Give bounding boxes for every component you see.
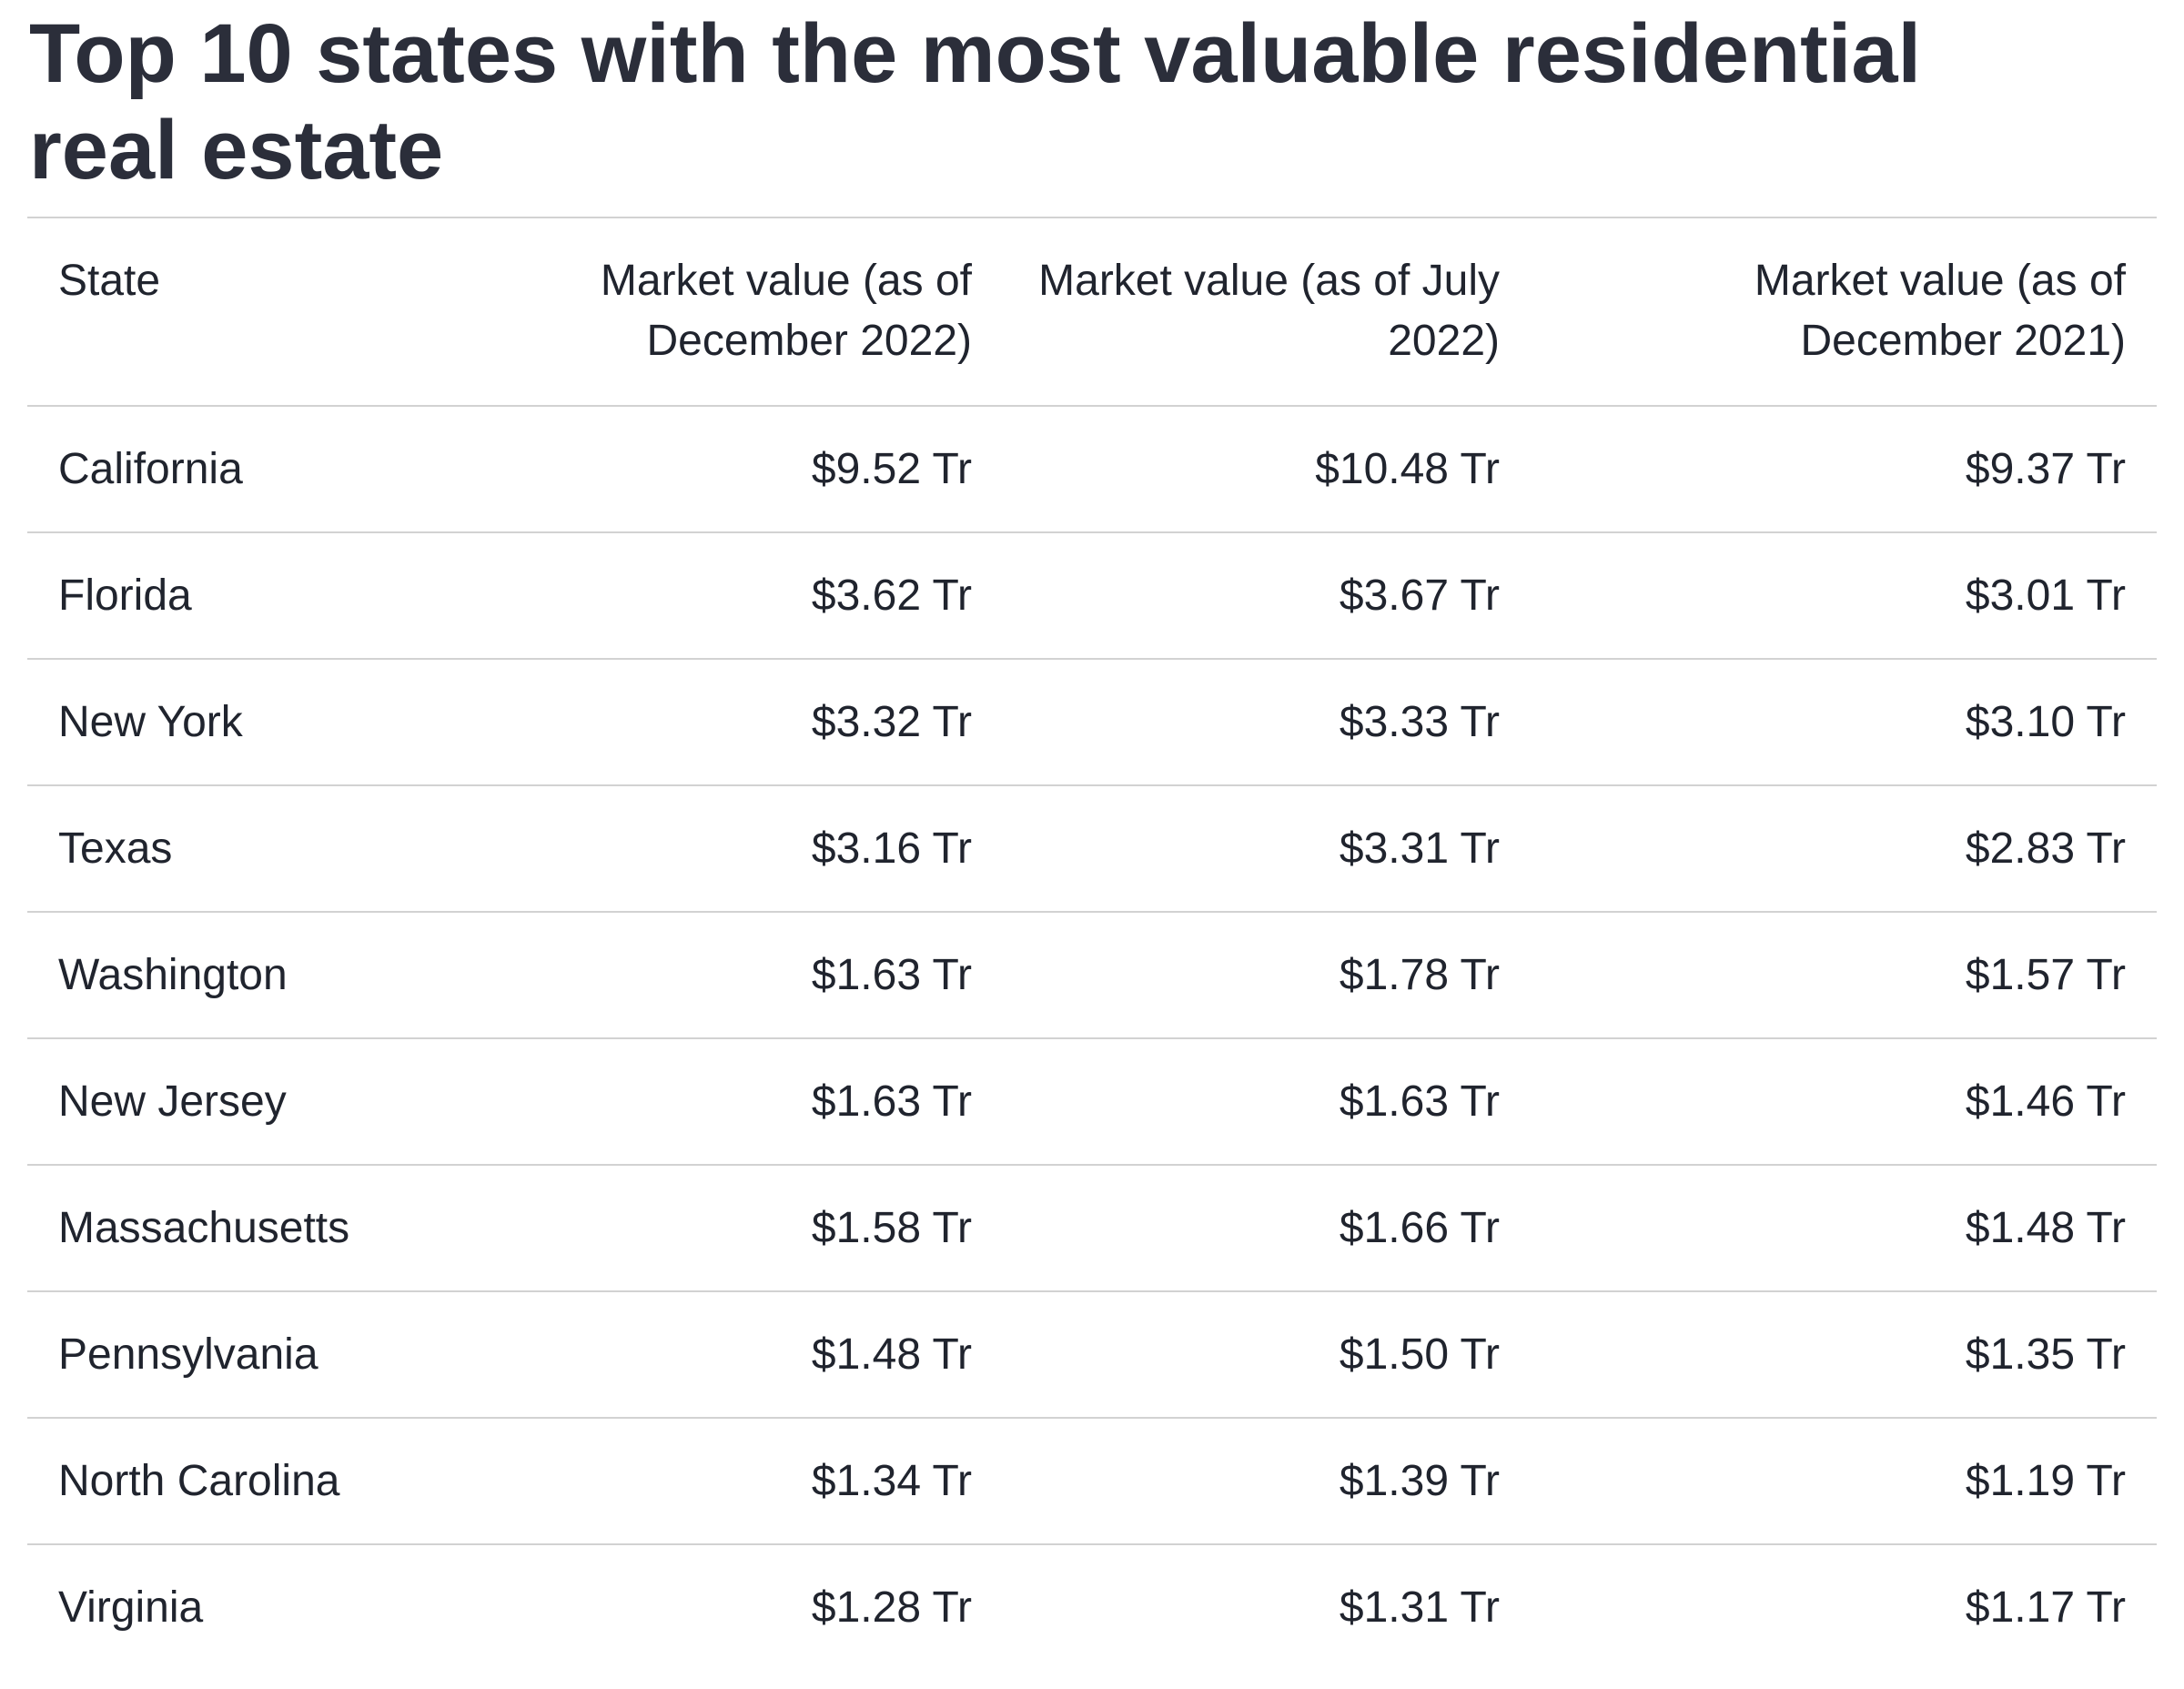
table-row: Florida $3.62 Tr $3.67 Tr $3.01 Tr: [27, 531, 2157, 659]
market-value-cell: $1.58 Tr: [493, 1164, 1003, 1291]
state-cell: Massachusetts: [27, 1164, 493, 1291]
market-value-cell: $3.62 Tr: [493, 531, 1003, 659]
market-value-cell: $3.16 Tr: [493, 784, 1003, 912]
market-value-cell: $3.32 Tr: [493, 658, 1003, 785]
market-value-cell: $1.48 Tr: [1531, 1164, 2157, 1291]
table-row: Washington $1.63 Tr $1.78 Tr $1.57 Tr: [27, 911, 2157, 1038]
column-header-0: State: [27, 217, 493, 406]
page-title: Top 10 states with the most valuable res…: [29, 7, 1922, 197]
table-row: New Jersey $1.63 Tr $1.63 Tr $1.46 Tr: [27, 1037, 2157, 1165]
state-cell: California: [27, 405, 493, 532]
market-value-cell: $1.66 Tr: [1003, 1164, 1531, 1291]
market-value-cell: $9.37 Tr: [1531, 405, 2157, 532]
column-header-label: State: [58, 257, 161, 305]
states-market-value-table: State Market value (as of December 2022) M…: [27, 217, 2157, 1670]
market-value-cell: $1.63 Tr: [493, 911, 1003, 1038]
market-value-cell: $1.46 Tr: [1531, 1037, 2157, 1165]
state-cell: North Carolina: [27, 1417, 493, 1544]
state-cell: New York: [27, 658, 493, 785]
market-value-cell: $3.33 Tr: [1003, 658, 1531, 785]
table-row: California $9.52 Tr $10.48 Tr $9.37 Tr: [27, 405, 2157, 532]
market-value-cell: $3.31 Tr: [1003, 784, 1531, 912]
market-value-cell: $1.35 Tr: [1531, 1290, 2157, 1418]
market-value-cell: $1.34 Tr: [493, 1417, 1003, 1544]
column-header-3: Market value (as of December 2021): [1531, 217, 2157, 406]
table-row: Pennsylvania $1.48 Tr $1.50 Tr $1.35 Tr: [27, 1290, 2157, 1418]
market-value-cell: $1.28 Tr: [493, 1543, 1003, 1670]
state-cell: Virginia: [27, 1543, 493, 1670]
market-value-cell: $1.39 Tr: [1003, 1417, 1531, 1544]
market-value-cell: $1.50 Tr: [1003, 1290, 1531, 1418]
table-row: Massachusetts $1.58 Tr $1.66 Tr $1.48 Tr: [27, 1164, 2157, 1291]
market-value-cell: $1.78 Tr: [1003, 911, 1531, 1038]
state-cell: Pennsylvania: [27, 1290, 493, 1418]
column-header-label: Market value (as of December 2022): [600, 257, 972, 365]
market-value-cell: $1.63 Tr: [1003, 1037, 1531, 1165]
state-cell: Washington: [27, 911, 493, 1038]
table-row: Texas $3.16 Tr $3.31 Tr $2.83 Tr: [27, 784, 2157, 912]
table-row: North Carolina $1.34 Tr $1.39 Tr $1.19 Tr: [27, 1417, 2157, 1544]
market-value-cell: $1.63 Tr: [493, 1037, 1003, 1165]
header-row: State Market value (as of December 2022) M…: [27, 217, 2157, 406]
market-value-cell: $1.57 Tr: [1531, 911, 2157, 1038]
market-value-cell: $10.48 Tr: [1003, 405, 1531, 532]
market-value-cell: $1.19 Tr: [1531, 1417, 2157, 1544]
market-value-cell: $9.52 Tr: [493, 405, 1003, 532]
market-value-cell: $3.10 Tr: [1531, 658, 2157, 785]
market-value-cell: $1.48 Tr: [493, 1290, 1003, 1418]
market-value-cell: $2.83 Tr: [1531, 784, 2157, 912]
column-header-1: Market value (as of December 2022): [493, 217, 1003, 406]
column-header-label: Market value (as of December 2021): [1754, 257, 2126, 365]
state-cell: Florida: [27, 531, 493, 659]
state-cell: Texas: [27, 784, 493, 912]
table-body: California $9.52 Tr $10.48 Tr $9.37 Tr Flori…: [27, 405, 2157, 1670]
column-header-2: Market value (as of July 2022): [1003, 217, 1531, 406]
column-header-label: Market value (as of July 2022): [1038, 257, 1500, 365]
table-row: Virginia $1.28 Tr $1.31 Tr $1.17 Tr: [27, 1543, 2157, 1670]
market-value-cell: $3.67 Tr: [1003, 531, 1531, 659]
state-cell: New Jersey: [27, 1037, 493, 1165]
market-value-cell: $1.31 Tr: [1003, 1543, 1531, 1670]
market-value-cell: $3.01 Tr: [1531, 531, 2157, 659]
table-row: New York $3.32 Tr $3.33 Tr $3.10 Tr: [27, 658, 2157, 785]
market-value-cell: $1.17 Tr: [1531, 1543, 2157, 1670]
